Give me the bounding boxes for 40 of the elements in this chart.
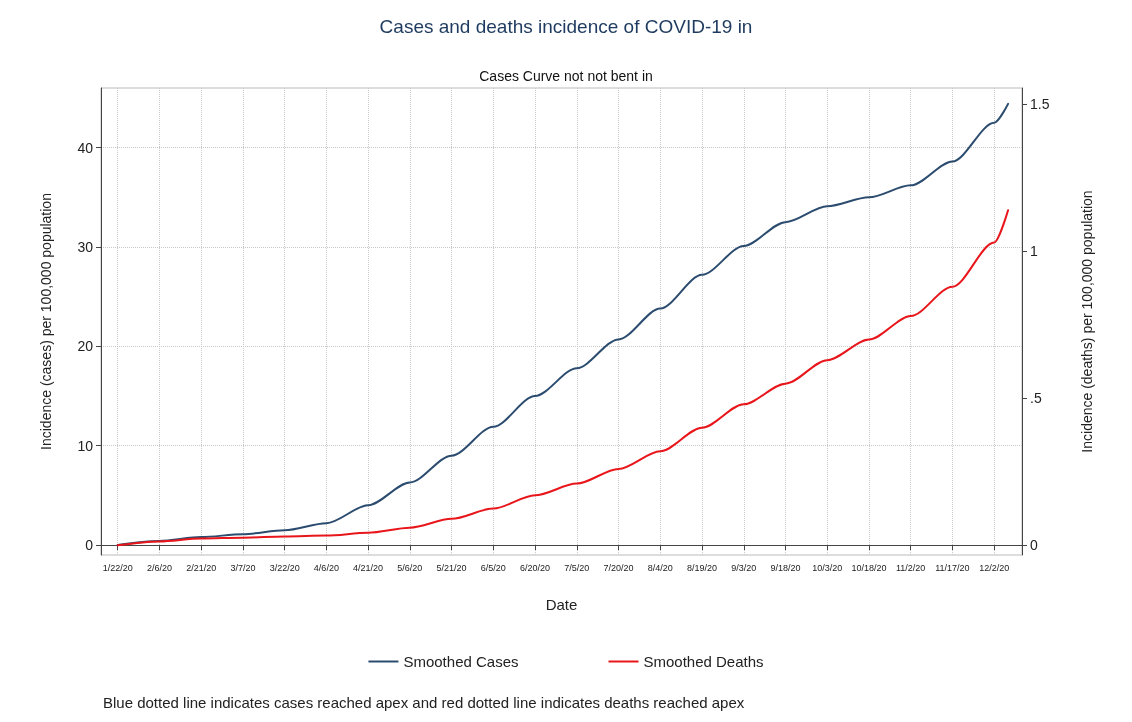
- x-tick-label: 8/19/20: [687, 562, 718, 573]
- line-series: [116, 209, 1010, 547]
- x-tick-label: 5/6/20: [397, 562, 423, 573]
- x-tick-label: 4/21/20: [353, 562, 384, 573]
- x-tick-label: 2/6/20: [146, 562, 172, 573]
- x-tick-label: 6/20/20: [520, 562, 551, 573]
- x-tick-label: 10/3/20: [812, 562, 843, 573]
- x-axis-title: Date: [545, 596, 578, 613]
- legend-label: Smoothed Deaths: [643, 653, 764, 670]
- x-tick-label: 12/2/20: [979, 562, 1010, 573]
- x-tick-label: 4/6/20: [313, 562, 339, 573]
- y-axis-title: Incidence (cases) per 100,000 population: [38, 193, 54, 450]
- y-tick-label: 30: [77, 238, 94, 255]
- x-tick-label: 2/21/20: [186, 562, 217, 573]
- y2-tick-label: 0: [1030, 537, 1038, 554]
- x-tick-label: 7/20/20: [603, 562, 634, 573]
- y2-tick-label: 1.5: [1030, 96, 1050, 113]
- y-tick-label: 40: [77, 139, 94, 156]
- legend-label: Smoothed Cases: [403, 653, 519, 670]
- y2-tick-label: 1: [1030, 243, 1038, 260]
- chart-subtitle: Cases Curve not not bent in: [479, 68, 653, 84]
- x-tick-label: 11/2/20: [896, 562, 926, 573]
- x-tick-label: 3/7/20: [230, 562, 256, 573]
- x-tick-label: 7/5/20: [564, 562, 590, 573]
- x-tick-label: 5/21/20: [436, 562, 467, 573]
- x-tick-label: 8/4/20: [647, 562, 673, 573]
- y2-axis-title: Incidence (deaths) per 100,000 population: [1079, 190, 1095, 453]
- y-tick-label: 10: [77, 437, 94, 454]
- y-tick-label: 0: [85, 537, 94, 554]
- x-tick-label: 9/3/20: [731, 562, 757, 573]
- chart-title: Cases and deaths incidence of COVID-19 in: [379, 16, 753, 37]
- x-tick-label: 10/18/20: [851, 562, 887, 573]
- y2-tick-label: .5: [1030, 390, 1042, 407]
- x-tick-label: 3/22/20: [269, 562, 300, 573]
- x-tick-label: 11/17/20: [935, 562, 970, 573]
- x-tick-label: 9/18/20: [770, 562, 801, 573]
- x-tick-label: 6/5/20: [480, 562, 506, 573]
- x-tick-label: 1/22/20: [102, 562, 133, 573]
- text: Blue dotted line indicates cases reached apex and red dotted line indicates deaths reached apex: [103, 694, 745, 711]
- y-tick-label: 20: [77, 338, 94, 355]
